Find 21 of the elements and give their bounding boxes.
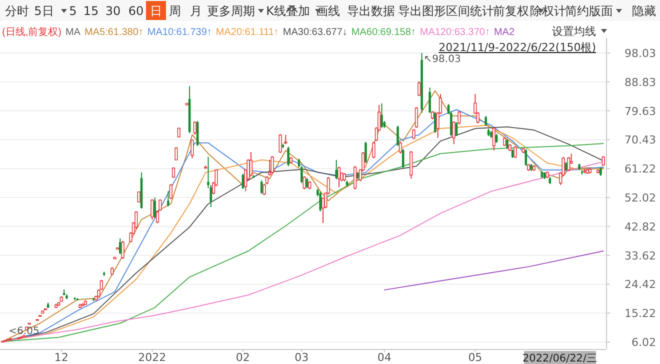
y-tick-label: 79.63	[624, 104, 656, 118]
legend: (日线,前复权) MA MA5:61.380↑ MA10:61.739↑ MA20:61.111↑ MA30:63.677↓ MA60:69.158↑ MA120:63.370↑ MA2 设置均线 2021/11/9-2022/6/22(150根)	[2, 25, 607, 54]
x-tick-label: 2022	[138, 351, 166, 364]
y-tick-label: 98.03	[624, 46, 656, 60]
x-tick-label: 03	[294, 351, 309, 364]
y-tick-label: 33.62	[624, 249, 656, 262]
cursor-date: 2022/06/22/三	[522, 351, 598, 364]
x-tick-label: 05	[468, 351, 482, 364]
y-tick-label: 70.43	[624, 134, 656, 147]
x-tick-label: 04	[377, 351, 392, 364]
y-tick-label: 42.82	[624, 220, 656, 234]
y-tick-label: 15.22	[624, 307, 656, 320]
y-tick-label: 61.22	[624, 162, 656, 176]
y-tick-label: 6.02	[632, 336, 656, 350]
y-tick-label: 52.02	[624, 192, 656, 205]
x-tick-label: 02	[236, 351, 250, 364]
annotation: ↖98.03	[424, 54, 461, 65]
y-tick-label: 24.42	[624, 278, 656, 292]
y-tick-label: 88.83	[624, 76, 656, 89]
x-tick-label: 12	[54, 351, 68, 364]
annotation: 2021/11/9-2022/6/22(150根)	[438, 41, 596, 54]
